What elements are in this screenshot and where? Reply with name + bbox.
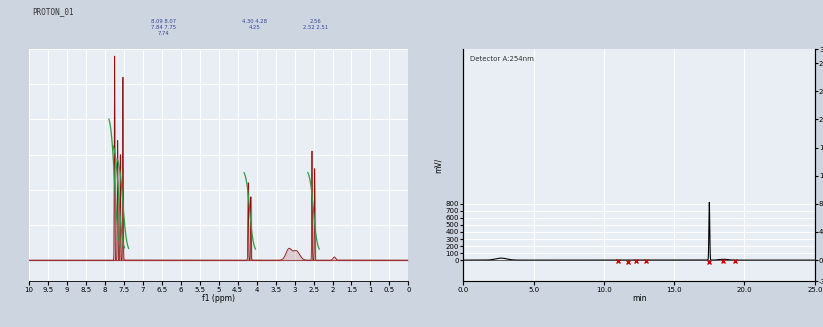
Text: 4.30 4.28
4.25: 4.30 4.28 4.25 — [242, 19, 267, 30]
Text: 8.09 8.07
7.84 7.75
7.74: 8.09 8.07 7.84 7.75 7.74 — [151, 19, 176, 36]
Y-axis label: mV/: mV/ — [434, 158, 443, 173]
Text: 2.56
2.52 2.51: 2.56 2.52 2.51 — [303, 19, 328, 30]
X-axis label: min: min — [632, 294, 646, 303]
Text: Detector A:254nm: Detector A:254nm — [470, 56, 534, 62]
X-axis label: f1 (ppm): f1 (ppm) — [202, 294, 235, 303]
Text: PROTON_01: PROTON_01 — [33, 7, 74, 16]
